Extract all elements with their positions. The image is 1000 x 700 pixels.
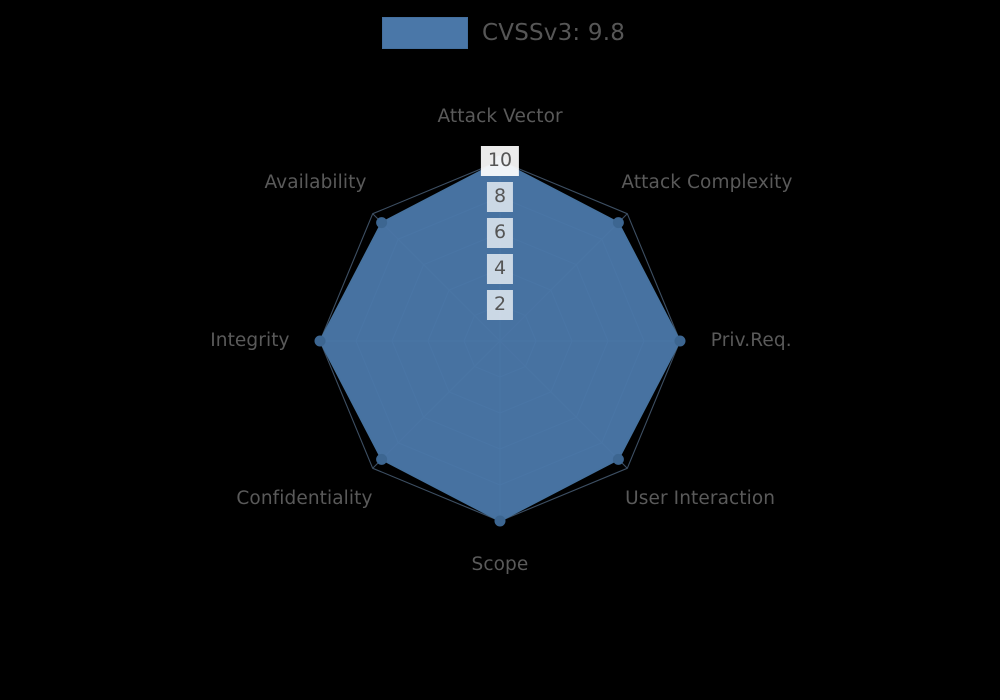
axis-label-attack-vector: Attack Vector <box>437 106 563 127</box>
axis-label-integrity: Integrity <box>210 330 290 351</box>
chart-legend: CVSSv3: 9.8 <box>382 16 625 50</box>
axis-label-priv-req: Priv.Req. <box>710 330 792 351</box>
radial-tick-label: 10 <box>480 146 520 176</box>
axis-label-user-interaction: User Interaction <box>625 488 776 510</box>
series-data-point <box>612 217 624 229</box>
radial-tick-label: 2 <box>486 290 514 320</box>
axis-label-attack-complexity: Attack Complexity <box>621 171 793 193</box>
legend-color-swatch <box>382 17 468 49</box>
axis-label-availability: Availability <box>264 171 367 193</box>
radial-tick-label: 8 <box>486 182 514 212</box>
legend-label: CVSSv3: 9.8 <box>482 19 626 46</box>
axis-label-scope: Scope <box>471 554 529 575</box>
series-data-point <box>612 453 624 465</box>
series-data-point <box>376 453 388 465</box>
radial-tick-label: 6 <box>486 218 514 248</box>
series-data-point <box>674 335 686 347</box>
series-data-point <box>494 515 506 527</box>
series-data-point <box>376 217 388 229</box>
radial-tick-label: 4 <box>486 254 514 284</box>
series-data-point <box>314 335 326 347</box>
axis-label-confidentiality: Confidentiality <box>236 488 373 510</box>
